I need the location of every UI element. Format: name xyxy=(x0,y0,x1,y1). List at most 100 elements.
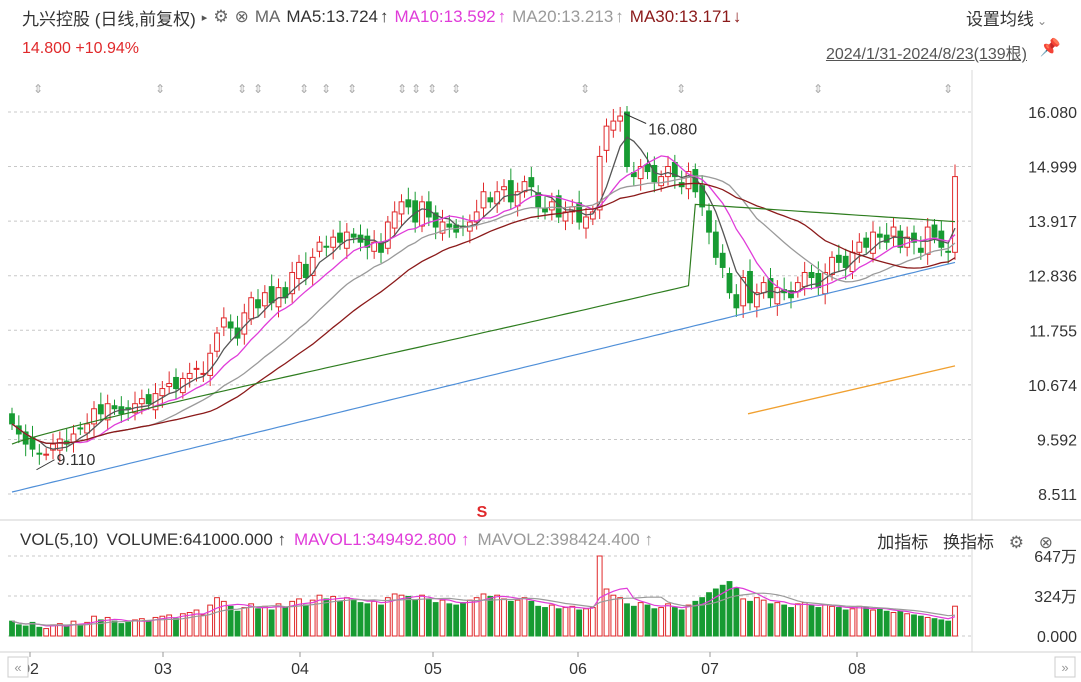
date-range-link[interactable]: 2024/1/31-2024/8/23(139根) xyxy=(825,46,1027,63)
volume-bar xyxy=(685,604,692,637)
vol-name[interactable]: VOL(5,10) xyxy=(20,530,99,549)
candle-body xyxy=(207,352,214,376)
candle-body xyxy=(760,282,767,294)
volume-bar xyxy=(904,613,911,637)
double-chevron-right-icon: » xyxy=(1061,660,1068,675)
candle-body xyxy=(501,186,507,191)
volume-bar xyxy=(234,610,241,637)
event-marker-icon: ⇕ xyxy=(411,82,421,96)
volume-bar xyxy=(241,607,248,637)
candles xyxy=(9,105,958,465)
scroll-right-button[interactable] xyxy=(1054,656,1076,678)
volume-bar xyxy=(617,597,624,637)
volume-bar xyxy=(678,609,685,637)
volume-tick-label: 0.000 xyxy=(1037,629,1077,646)
candle-body xyxy=(583,216,589,229)
close-icon[interactable]: ⊗ xyxy=(234,7,249,26)
volume-bar xyxy=(248,603,255,637)
volume-bar xyxy=(801,602,808,637)
candle-body xyxy=(863,237,870,248)
volume-bar xyxy=(268,609,275,637)
volume-bar xyxy=(446,603,453,637)
candle-body xyxy=(220,317,227,328)
switch-indicator-button[interactable]: 换指标 xyxy=(943,532,995,552)
volume-bar xyxy=(460,602,466,637)
candle-body xyxy=(111,405,118,410)
ma-settings-button[interactable]: 设置均线 ⌄ xyxy=(965,9,1047,29)
close-icon[interactable]: ⊗ xyxy=(1038,532,1053,552)
x-tick-label: 06 xyxy=(569,661,587,678)
gear-icon[interactable]: ⚙ xyxy=(1008,532,1025,552)
volume-bar xyxy=(193,609,200,637)
volume-bar xyxy=(439,599,446,637)
volume-bar xyxy=(282,607,289,637)
volume-bar xyxy=(883,610,890,637)
volume-bar xyxy=(863,607,870,637)
scroll-left-button[interactable] xyxy=(7,656,29,678)
candle-body xyxy=(473,211,480,223)
volume-bar xyxy=(220,600,227,637)
volume-bar xyxy=(699,597,706,637)
volume-bar xyxy=(569,605,576,637)
volume-bar xyxy=(138,618,145,637)
ma120-line xyxy=(11,261,956,493)
ma20-value: MA20:13.213 ↑ xyxy=(512,7,624,26)
chevron-down-icon: ⌄ xyxy=(1036,13,1047,28)
price-tick-label: 12.836 xyxy=(1028,269,1077,286)
candle-body xyxy=(227,321,234,329)
candle-body xyxy=(56,438,63,451)
x-tick-label: 08 xyxy=(848,661,866,678)
volume-tick-label: 647万 xyxy=(1034,549,1077,566)
play-triangle-icon[interactable]: ▸ xyxy=(201,11,208,24)
pin-icon[interactable]: 📌 xyxy=(1039,38,1061,57)
annotations: 16.080 9.110 S xyxy=(36,113,697,521)
volume-bar xyxy=(200,614,207,637)
event-marker-icon: ⇕ xyxy=(299,82,309,96)
volume-bar xyxy=(97,619,104,637)
volume-bar xyxy=(56,623,63,637)
volume-bar xyxy=(405,595,412,637)
candle-body xyxy=(603,125,610,151)
add-indicator-button[interactable]: 加指标 xyxy=(877,532,929,552)
volume-bar xyxy=(822,604,829,637)
volume-bar xyxy=(658,607,665,637)
ma250-line xyxy=(747,365,956,415)
event-marker-icon: ⇕ xyxy=(237,82,247,96)
event-marker-icon: ⇕ xyxy=(347,82,357,96)
volume-bar xyxy=(507,600,514,637)
double-chevron-left-icon: « xyxy=(14,660,21,675)
gear-icon[interactable]: ⚙ xyxy=(213,7,229,26)
header-bar: 九兴控股 (日线,前复权) ▸ ⚙ ⊗ MA MA5:13.724 ↑ MA10:… xyxy=(0,0,1081,34)
candle-body xyxy=(125,407,132,410)
ma30-value: MA30:13.171 ↓ xyxy=(629,7,742,26)
volume-bar xyxy=(432,602,439,637)
candle-body xyxy=(43,453,50,456)
event-marker-icon: ⇕ xyxy=(943,82,953,96)
stock-title[interactable]: 九兴控股 (日线,前复权) xyxy=(22,9,196,29)
grid-lines: ⇕ ⇕ ⇕ ⇕ ⇕ ⇕ ⇕ ⇕ ⇕ ⇕ ⇕ ⇕ ⇕ ⇕ ⇕ xyxy=(0,70,1081,653)
candle-body xyxy=(528,177,535,188)
volume-bar xyxy=(548,604,555,637)
volume-bar xyxy=(412,599,419,637)
volume-bar xyxy=(712,588,719,637)
volume-bar xyxy=(63,625,70,637)
candle-body xyxy=(84,423,91,434)
volume-bar xyxy=(726,581,733,637)
event-marker-icon: ⇕ xyxy=(676,82,686,96)
volume-bar xyxy=(931,618,938,637)
price-axis: 16.080 14.999 13.917 12.836 11.755 10.674 9.59… xyxy=(1028,105,1077,504)
candle-body xyxy=(350,233,357,238)
volume-bar xyxy=(589,607,596,637)
candle-body xyxy=(70,433,77,443)
candle-body xyxy=(890,226,897,237)
volume-bar xyxy=(774,602,781,637)
candle-body xyxy=(193,367,200,370)
candle-body xyxy=(617,115,624,122)
event-marker-icon: ⇕ xyxy=(33,82,43,96)
current-price: 14.800 +10.94% xyxy=(22,40,139,57)
candle-body xyxy=(801,271,808,288)
candle-body xyxy=(842,255,849,268)
volume-bar xyxy=(91,615,97,637)
